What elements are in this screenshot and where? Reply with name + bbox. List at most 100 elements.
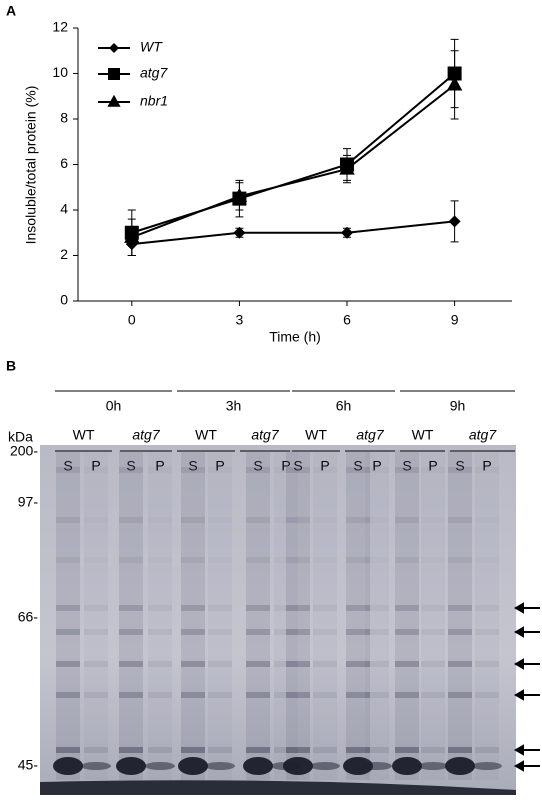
band [181,605,205,611]
major-band [178,757,208,775]
band [286,517,310,523]
series-line [131,84,456,239]
band [313,747,337,753]
band [448,605,472,611]
band [421,747,445,753]
gel-dye-front [40,780,516,795]
band [365,605,389,611]
y-tick-label: 4 [60,201,68,217]
lane-smear [421,450,445,780]
strain-label: WT [195,427,217,443]
lane-label: P [281,458,290,474]
band [148,629,172,635]
band [208,629,232,635]
band [84,661,108,667]
band [246,692,270,698]
band [365,661,389,667]
lane-label: S [402,458,411,474]
major-band [116,757,146,775]
major-band [310,762,340,770]
lane-label: S [126,458,135,474]
band [119,605,143,611]
marker [109,43,119,53]
major-band [472,762,502,770]
band [448,661,472,667]
band [246,629,270,635]
band [274,467,298,473]
band [181,467,205,473]
band [246,517,270,523]
series-line [131,72,456,234]
marker [233,226,246,239]
x-tick-label: 6 [343,312,351,328]
band [286,557,310,563]
band [119,629,143,635]
band [313,517,337,523]
lane-label: P [428,458,437,474]
lane-label: P [91,458,100,474]
lane-label: P [155,458,164,474]
band [84,467,108,473]
band [84,605,108,611]
lane-label: P [320,458,329,474]
band [346,661,370,667]
band [119,661,143,667]
marker [341,226,354,239]
band [246,467,270,473]
band [181,747,205,753]
marker [448,215,461,228]
band [365,629,389,635]
band [346,747,370,753]
band [313,692,337,698]
y-tick-label: 10 [52,64,68,80]
legend-label: nbr1 [140,93,168,109]
band [148,661,172,667]
lane-smear [84,450,108,780]
band [246,661,270,667]
panel-label: A [6,3,16,19]
band [56,517,80,523]
band [448,467,472,473]
strain-label: atg7 [132,427,160,443]
band [448,692,472,698]
band [421,467,445,473]
legend-label: WT [140,39,163,55]
lane-label: S [253,458,262,474]
band [475,692,499,698]
band [395,629,419,635]
band [286,605,310,611]
lane-smear [119,450,143,780]
band [395,661,419,667]
lane-label: S [188,458,197,474]
band [208,747,232,753]
band [421,629,445,635]
panel-label: B [6,358,16,374]
band [346,605,370,611]
band [421,557,445,563]
lane-label: S [293,458,302,474]
band [56,629,80,635]
band [313,605,337,611]
band [448,629,472,635]
lane-label: P [372,458,381,474]
band [313,467,337,473]
band [365,747,389,753]
band [84,557,108,563]
marker [446,76,463,91]
y-tick-label: 6 [60,155,68,171]
band [421,517,445,523]
marker [124,228,140,243]
lane-label: S [63,458,72,474]
major-band [145,762,175,770]
band [365,557,389,563]
strain-label: WT [73,427,95,443]
band [346,629,370,635]
lane-label: P [215,458,224,474]
x-tick-label: 0 [128,312,136,328]
band [246,605,270,611]
band [346,467,370,473]
band [56,467,80,473]
x-tick-label: 3 [236,312,244,328]
major-band [53,757,83,775]
